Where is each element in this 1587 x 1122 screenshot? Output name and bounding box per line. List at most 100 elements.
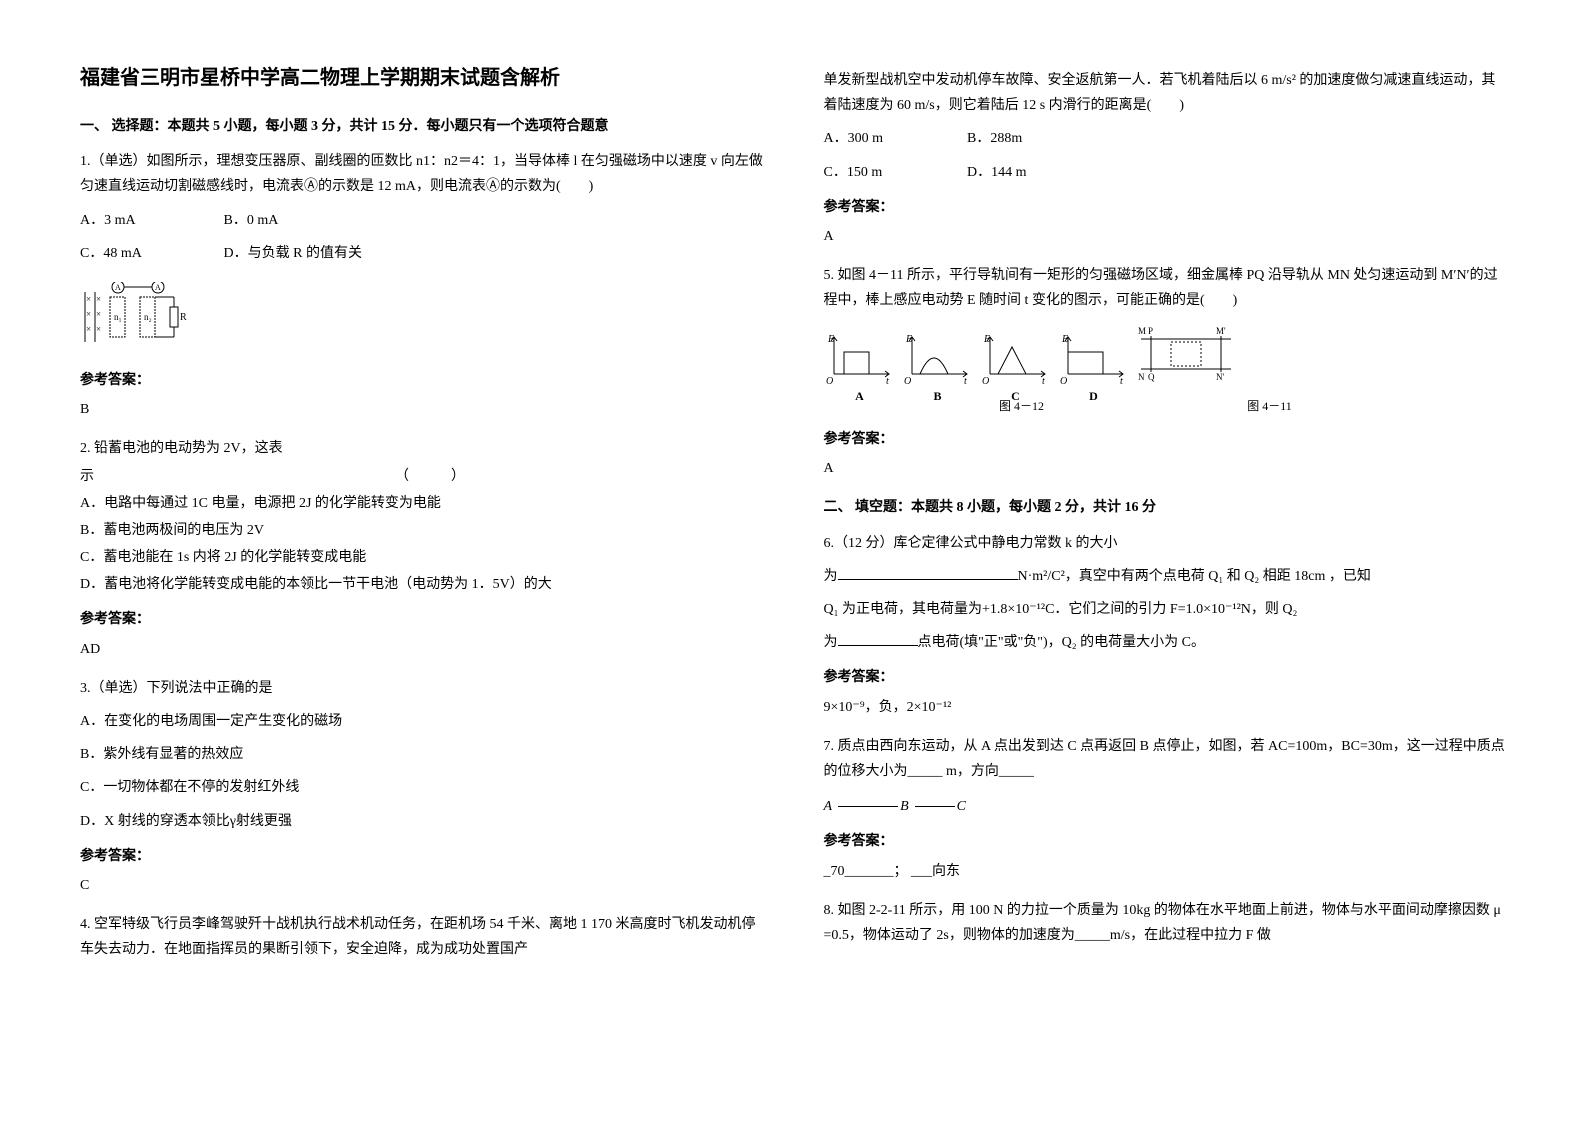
q6-line1: 6.（12 分）库仑定律公式中静电力常数 k 的大小 bbox=[824, 531, 1508, 556]
q7-text: 7. 质点由西向东运动，从 A 点出发到达 C 点再返回 B 点停止，如图，若 … bbox=[824, 734, 1508, 784]
svg-text:N': N' bbox=[1216, 372, 1224, 382]
q1-circuit-diagram: × × × × × × A n₁ A n₂ R bbox=[80, 282, 210, 352]
q5-answer-label: 参考答案： bbox=[824, 427, 1508, 452]
q6-answer-label: 参考答案： bbox=[824, 665, 1508, 690]
svg-text:t: t bbox=[1042, 376, 1045, 384]
svg-text:n₂: n₂ bbox=[144, 312, 152, 322]
q2-answer-label: 参考答案： bbox=[80, 607, 764, 632]
svg-text:t: t bbox=[964, 376, 967, 384]
svg-text:×: × bbox=[86, 294, 91, 304]
q5-graph-row: E t O A E t O B bbox=[824, 324, 1508, 384]
q7-line-diagram: ABC bbox=[824, 794, 1508, 819]
section1-heading: 一、 选择题：本题共 5 小题，每小题 3 分，共计 15 分．每小题只有一个选… bbox=[80, 114, 764, 139]
right-column: 单发新型战机空中发动机停车故障、安全返航第一人．若飞机着陆后以 6 m/s² 的… bbox=[824, 60, 1508, 971]
q6-line3: Q₁ 为正电荷，其电荷量为+1.8×10⁻¹²C．它们之间的引力 F=1.0×1… bbox=[824, 597, 1508, 622]
q3-option-a: A．在变化的电场周围一定产生变化的磁场 bbox=[80, 709, 764, 734]
q1-option-c: C．48 mA bbox=[80, 241, 220, 266]
q7-point-a: A bbox=[824, 799, 837, 814]
svg-text:O: O bbox=[826, 376, 833, 384]
q4-options-row2: C．150 m D．144 m bbox=[824, 160, 1508, 185]
q4-option-d: D．144 m bbox=[967, 160, 1107, 185]
q4-text-left: 4. 空军特级飞行员李峰驾驶歼十战机执行战术机动任务，在距机场 54 千米、离地… bbox=[80, 912, 764, 962]
q6-line2: 为 N·m²/C²，真空中有两个点电荷 Q₁ 和 Q₂ 相距 18cm ，已知 bbox=[824, 564, 1508, 589]
q1-options-row1: A．3 mA B．0 mA bbox=[80, 208, 764, 233]
q5-side-diagram: P Q M' N' M N bbox=[1136, 324, 1236, 384]
svg-text:n₁: n₁ bbox=[114, 312, 122, 322]
svg-text:A: A bbox=[155, 283, 161, 292]
q7-point-c: C bbox=[957, 799, 970, 814]
svg-text:×: × bbox=[96, 309, 101, 319]
q1-text: 1.（单选）如图所示，理想变压器原、副线圈的匝数比 n1：n2＝4：1，当导体棒… bbox=[80, 149, 764, 199]
svg-text:N: N bbox=[1138, 372, 1145, 382]
q2-line2: 示 （ ） bbox=[80, 464, 764, 489]
q4-option-b: B．288m bbox=[967, 126, 1107, 151]
q6-answer: 9×10⁻⁹，负，2×10⁻¹² bbox=[824, 695, 1508, 720]
q6-blank2 bbox=[838, 632, 918, 646]
q3-option-d: D．X 射线的穿透本领比γ射线更强 bbox=[80, 809, 764, 834]
q1-answer: B bbox=[80, 397, 764, 422]
svg-text:×: × bbox=[96, 324, 101, 334]
left-column: 福建省三明市星桥中学高二物理上学期期末试题含解析 一、 选择题：本题共 5 小题… bbox=[80, 60, 764, 971]
q5-graph-c: E t O C bbox=[980, 332, 1052, 384]
q2-option-d: D．蓄电池将化学能转变成电能的本领比一节干电池（电动势为 1．5V）的大 bbox=[80, 572, 764, 597]
q6-line4b: 点电荷(填"正"或"负")，Q₂ 的电荷量大小为 C。 bbox=[918, 635, 1206, 650]
doc-title: 福建省三明市星桥中学高二物理上学期期末试题含解析 bbox=[80, 60, 764, 96]
svg-text:×: × bbox=[96, 294, 101, 304]
svg-text:O: O bbox=[982, 376, 989, 384]
q5-answer: A bbox=[824, 456, 1508, 481]
q1-option-d: D．与负载 R 的值有关 bbox=[224, 241, 364, 266]
q6-line2a: 为 bbox=[824, 569, 838, 584]
q3-answer: C bbox=[80, 873, 764, 898]
svg-text:O: O bbox=[1060, 376, 1067, 384]
svg-text:E: E bbox=[983, 334, 990, 345]
q4-options-row1: A．300 m B．288m bbox=[824, 126, 1508, 151]
q6-line4: 为 点电荷(填"正"或"负")，Q₂ 的电荷量大小为 C。 bbox=[824, 630, 1508, 655]
q5-label-a: A bbox=[824, 386, 896, 408]
q6-blank1 bbox=[838, 566, 1018, 580]
q5-label-d: D bbox=[1058, 386, 1130, 408]
q5-graph-b: E t O B bbox=[902, 332, 974, 384]
svg-text:t: t bbox=[1120, 376, 1123, 384]
svg-text:E: E bbox=[827, 334, 834, 345]
svg-text:R: R bbox=[180, 312, 187, 323]
q5-label-b: B bbox=[902, 386, 974, 408]
q2-block: 2. 铅蓄电池的电动势为 2V，这表 示 （ ） A．电路中每通过 1C 电量，… bbox=[80, 436, 764, 597]
q2-option-a: A．电路中每通过 1C 电量，电源把 2J 的化学能转变为电能 bbox=[80, 491, 764, 516]
q1-options-row2: C．48 mA D．与负载 R 的值有关 bbox=[80, 241, 764, 266]
q1-option-b: B．0 mA bbox=[224, 208, 364, 233]
q2-option-c: C．蓄电池能在 1s 内将 2J 的化学能转变成电能 bbox=[80, 545, 764, 570]
section2-heading: 二、 填空题：本题共 8 小题，每小题 2 分，共计 16 分 bbox=[824, 495, 1508, 520]
svg-text:P: P bbox=[1148, 326, 1153, 336]
q4-answer-label: 参考答案： bbox=[824, 195, 1508, 220]
q1-option-a: A．3 mA bbox=[80, 208, 220, 233]
q3-answer-label: 参考答案： bbox=[80, 844, 764, 869]
q1-answer-label: 参考答案： bbox=[80, 368, 764, 393]
svg-text:E: E bbox=[1061, 334, 1068, 345]
svg-text:M': M' bbox=[1216, 326, 1226, 336]
q3-option-c: C．一切物体都在不停的发射红外线 bbox=[80, 775, 764, 800]
svg-text:Q: Q bbox=[1148, 372, 1155, 382]
svg-text:×: × bbox=[86, 324, 91, 334]
svg-text:A: A bbox=[115, 283, 121, 292]
svg-text:M: M bbox=[1138, 326, 1146, 336]
q6-line4a: 为 bbox=[824, 635, 838, 650]
q5-label-c: C bbox=[980, 386, 1052, 408]
q2-option-b: B．蓄电池两极间的电压为 2V bbox=[80, 518, 764, 543]
q5-text: 5. 如图 4－11 所示，平行导轨间有一矩形的匀强磁场区域，细金属棒 PQ 沿… bbox=[824, 263, 1508, 313]
q3-text: 3.（单选）下列说法中正确的是 bbox=[80, 676, 764, 701]
svg-text:O: O bbox=[904, 376, 911, 384]
q3-option-b: B．紫外线有显著的热效应 bbox=[80, 742, 764, 767]
q4-option-c: C．150 m bbox=[824, 160, 964, 185]
q5-graph-a: E t O A bbox=[824, 332, 896, 384]
q7-answer: _70_______； ___向东 bbox=[824, 859, 1508, 884]
q6-line2b: N·m²/C²，真空中有两个点电荷 Q₁ 和 Q₂ 相距 18cm ，已知 bbox=[1018, 569, 1371, 584]
svg-text:E: E bbox=[905, 334, 912, 345]
q4-text-right: 单发新型战机空中发动机停车故障、安全返航第一人．若飞机着陆后以 6 m/s² 的… bbox=[824, 68, 1508, 118]
q5-graph-d: E t O D bbox=[1058, 332, 1130, 384]
q7-answer-label: 参考答案： bbox=[824, 829, 1508, 854]
svg-text:t: t bbox=[886, 376, 889, 384]
q5-caption-right: 图 4－11 bbox=[1220, 396, 1320, 418]
q8-text: 8. 如图 2-2-11 所示，用 100 N 的力拉一个质量为 10kg 的物… bbox=[824, 898, 1508, 948]
svg-text:×: × bbox=[86, 309, 91, 319]
q4-answer: A bbox=[824, 224, 1508, 249]
